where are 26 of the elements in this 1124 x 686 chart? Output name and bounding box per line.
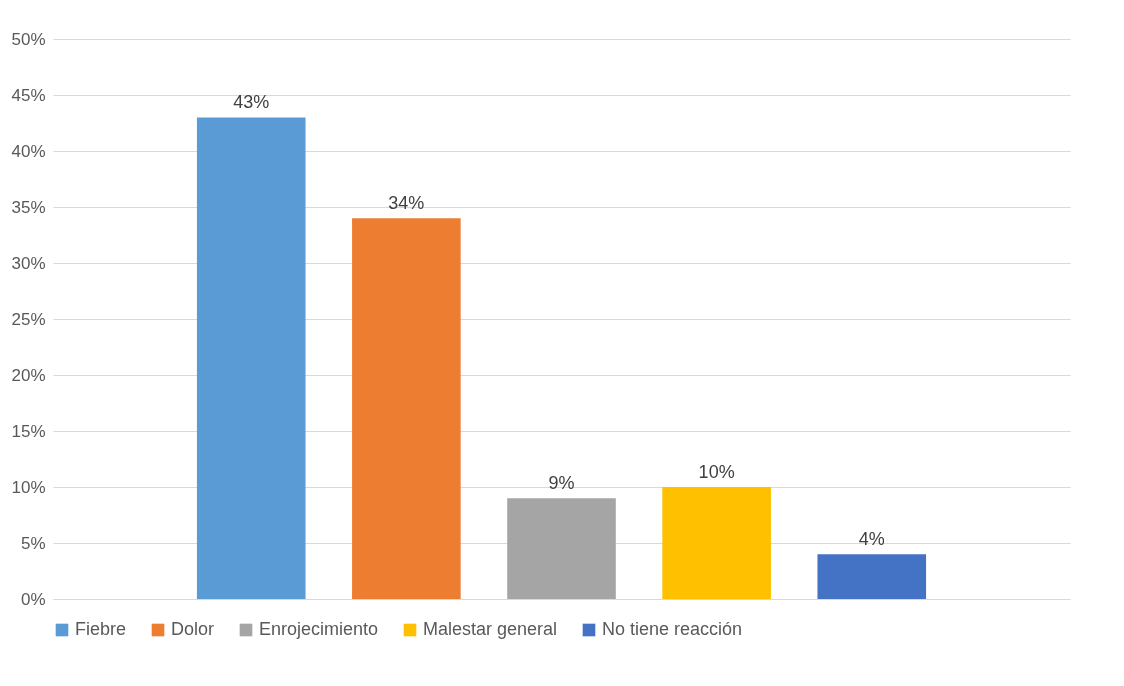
legend-label: Malestar general	[423, 619, 558, 639]
y-tick-label: 35%	[11, 197, 46, 217]
y-tick-label: 15%	[11, 421, 46, 441]
legend-label: No tiene reacción	[602, 619, 743, 639]
y-tick-label: 10%	[11, 477, 46, 497]
data-label: 9%	[548, 473, 575, 494]
legend-label: Fiebre	[75, 619, 127, 639]
bar	[817, 554, 927, 599]
y-tick-label: 20%	[11, 365, 46, 385]
bar	[352, 218, 461, 599]
data-label: 43%	[233, 92, 270, 113]
bar	[196, 117, 306, 599]
data-label: 10%	[698, 462, 735, 482]
legend-label: Dolor	[171, 619, 215, 639]
y-tick-label: 25%	[11, 309, 46, 329]
data-label: 34%	[388, 193, 425, 214]
y-tick-label: 50%	[11, 29, 46, 49]
y-tick-label: 30%	[11, 253, 46, 273]
bar	[662, 487, 771, 599]
y-tick-label: 45%	[11, 85, 46, 105]
legend-label: Enrojecimiento	[259, 619, 379, 639]
data-label: 4%	[858, 529, 885, 550]
y-tick-label: 0%	[20, 589, 46, 609]
y-tick-label: 40%	[11, 141, 46, 161]
y-tick-label: 5%	[20, 533, 46, 553]
bar	[507, 498, 616, 599]
